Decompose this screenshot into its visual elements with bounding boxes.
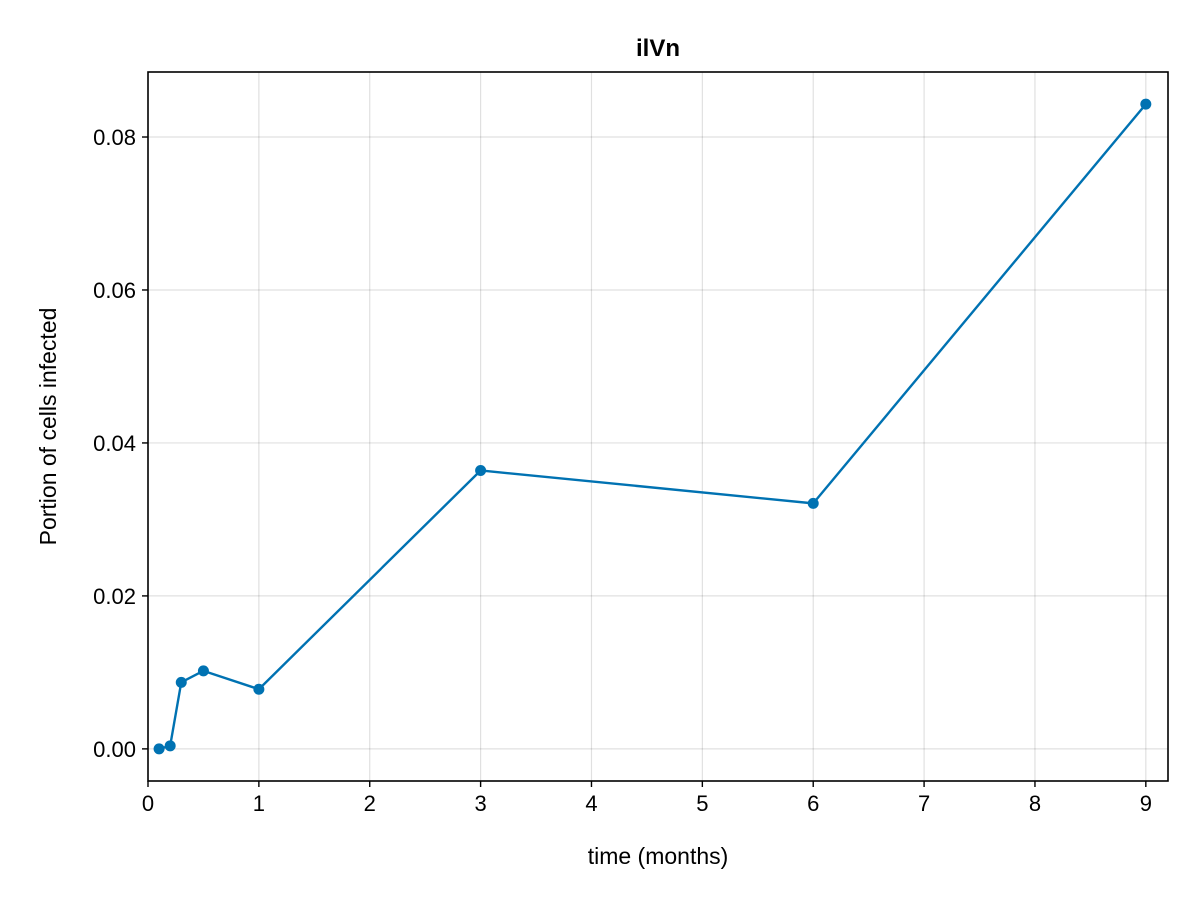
y-tick-label-3: 0.06 xyxy=(93,278,136,303)
y-axis-label: Portion of cells infected xyxy=(35,308,61,546)
data-point-0-0 xyxy=(153,743,165,755)
chart-title: ilVn xyxy=(636,35,680,62)
data-point-0-4 xyxy=(253,683,265,695)
x-tick-label-6: 6 xyxy=(807,791,819,816)
x-tick-label-3: 3 xyxy=(474,791,486,816)
data-point-0-1 xyxy=(164,740,176,752)
series-line-0 xyxy=(158,103,1147,751)
x-axis-label: time (months) xyxy=(588,843,729,869)
x-tick-label-4: 4 xyxy=(585,791,597,816)
data-point-0-6 xyxy=(807,497,819,509)
x-tick-label-0: 0 xyxy=(142,791,154,816)
x-tick-label-2: 2 xyxy=(364,791,376,816)
x-tick-label-8: 8 xyxy=(1029,791,1041,816)
plot-frame xyxy=(147,71,1169,782)
y-tick-label-4: 0.08 xyxy=(93,125,136,150)
data-point-0-3 xyxy=(197,665,209,677)
data-point-0-7 xyxy=(1140,98,1152,110)
x-tick-label-1: 1 xyxy=(253,791,265,816)
data-point-0-5 xyxy=(475,464,487,476)
x-tick-label-7: 7 xyxy=(918,791,930,816)
x-tick-label-5: 5 xyxy=(696,791,708,816)
series-layer xyxy=(153,98,1152,755)
axis-ticks: 0 1 2 3 4 5 6 7 8 9 0.00 0.02 0.04 0.06 0.08 xyxy=(93,125,1152,816)
data-point-0-2 xyxy=(175,676,187,688)
y-tick-label-2: 0.04 xyxy=(93,431,136,456)
y-tick-label-0: 0.00 xyxy=(93,737,136,762)
grid-lines xyxy=(147,72,1168,781)
x-tick-label-9: 9 xyxy=(1140,791,1152,816)
y-tick-label-1: 0.02 xyxy=(93,584,136,609)
